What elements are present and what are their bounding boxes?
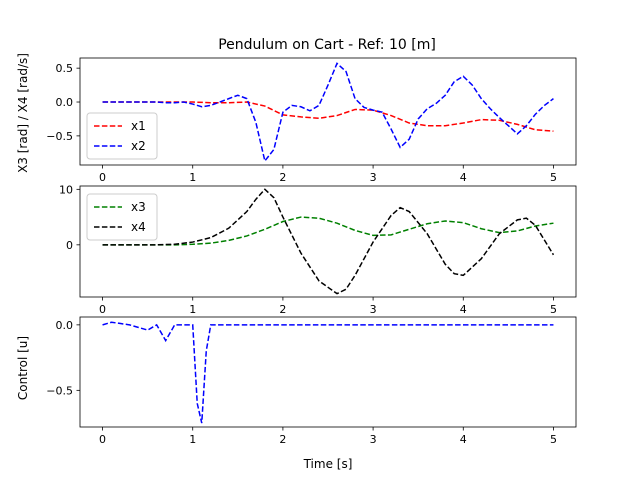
bottom-y-tick-label: 0.0 [56,319,74,332]
y-axis-label-top: X3 [rad] / X4 [rad/s] [16,53,30,173]
top-y-tick-label: 0.5 [56,62,74,75]
middle-x-tick-label: 2 [279,303,286,316]
bottom-x-tick-label: 4 [460,433,467,446]
top-plot-ticks: 0 1 2 3 4 5 −0.5 0.0 0.5 [46,62,557,184]
top-x-tick-label: 0 [99,171,106,184]
middle-plot-ticks: 0 1 2 3 4 5 0 10 [59,183,557,316]
top-y-tick-label: −0.5 [46,130,73,143]
middle-y-tick-label: 0 [66,239,73,252]
x-axis-label: Time [s] [303,457,353,471]
top-plot-panel: Pendulum on Cart - Ref: 10 [m] X3 [rad] … [16,37,577,184]
series-line-x3 [102,216,554,246]
bottom-x-tick-label: 3 [370,433,377,446]
y-axis-label-bottom: Control [u] [16,336,30,400]
series-line-x2 [102,62,554,163]
legend-box [86,112,158,160]
legend-label-x2: x2 [131,139,146,153]
legend-label-x1: x1 [131,119,146,133]
bottom-y-tick-label: −0.5 [46,384,73,397]
top-x-tick-label: 3 [370,171,377,184]
middle-x-tick-label: 0 [99,303,106,316]
middle-plot-frame [79,185,577,298]
top-x-tick-label: 2 [279,171,286,184]
middle-plot-panel: 0 1 2 3 4 5 0 10 x3 x4 [59,183,577,316]
middle-x-tick-label: 1 [189,303,196,316]
middle-x-tick-label: 3 [370,303,377,316]
middle-y-tick-label: 10 [59,183,73,196]
middle-plot-series [102,188,555,295]
top-plot-frame [79,57,577,166]
top-x-tick-label: 5 [550,171,557,184]
series-line-x4 [102,188,555,295]
bottom-x-tick-label: 2 [279,433,286,446]
legend-label-x4: x4 [131,220,146,234]
top-plot-series [102,62,554,163]
bottom-x-tick-label: 0 [99,433,106,446]
chart-title: Pendulum on Cart - Ref: 10 [m] [218,37,436,53]
top-x-tick-label: 1 [189,171,196,184]
bottom-plot-ticks: 0 1 2 3 4 5 −0.5 0.0 [46,319,557,446]
bottom-x-tick-label: 1 [189,433,196,446]
legend-box [86,193,158,241]
top-x-tick-label: 4 [460,171,467,184]
series-line-control-0 [102,321,554,424]
middle-x-tick-label: 4 [460,303,467,316]
middle-x-tick-label: 5 [550,303,557,316]
bottom-plot-frame [79,316,577,428]
legend-label-x3: x3 [131,200,146,214]
top-y-tick-label: 0.0 [56,96,74,109]
bottom-x-tick-label: 5 [550,433,557,446]
middle-plot-legend: x3 x4 [86,193,158,241]
top-plot-legend: x1 x2 [86,112,158,160]
bottom-plot-series [102,321,554,424]
bottom-plot-panel: Control [u] 0 1 2 3 4 5 −0.5 0.0 Time [s] [16,316,577,471]
